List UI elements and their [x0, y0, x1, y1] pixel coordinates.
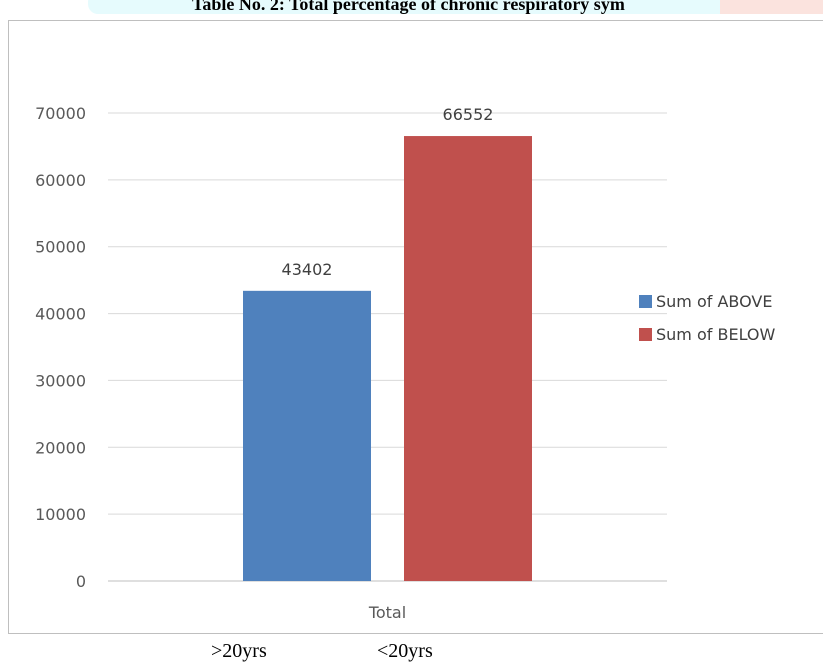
chart-svg: 0 10000 20000 30000 40000 50000 60000 70000 4340…	[35, 104, 776, 622]
chart-frame: 0 10000 20000 30000 40000 50000 60000 70000 4340…	[8, 20, 823, 634]
y-tick-label: 20000	[35, 438, 86, 457]
title-highlight-left	[88, 0, 748, 14]
y-tick-label: 10000	[35, 505, 86, 524]
bar-sum-of-below	[404, 136, 532, 581]
y-tick-label: 70000	[35, 104, 86, 123]
legend-label: Sum of ABOVE	[656, 292, 772, 311]
y-tick-label: 0	[76, 572, 86, 591]
data-label: 66552	[443, 105, 494, 124]
y-tick-label: 50000	[35, 238, 86, 257]
y-tick-label: 60000	[35, 171, 86, 190]
title-highlight-right	[720, 0, 823, 14]
legend-label: Sum of BELOW	[656, 325, 776, 344]
bar-sum-of-above	[243, 290, 371, 581]
chart-title: Table No. 2: Total percentage of chronic…	[192, 0, 625, 14]
bottom-labels: >20yrs <20yrs	[0, 640, 823, 666]
y-tick-label: 40000	[35, 305, 86, 324]
legend-swatch	[639, 295, 652, 308]
data-label: 43402	[282, 260, 333, 279]
y-tick-label: 30000	[35, 371, 86, 390]
legend-swatch	[639, 328, 652, 341]
bottom-label-below-20: <20yrs	[377, 640, 433, 662]
x-tick-label: Total	[368, 603, 406, 622]
title-bar: Table No. 2: Total percentage of chronic…	[0, 0, 823, 20]
bottom-label-above-20: >20yrs	[211, 640, 267, 662]
